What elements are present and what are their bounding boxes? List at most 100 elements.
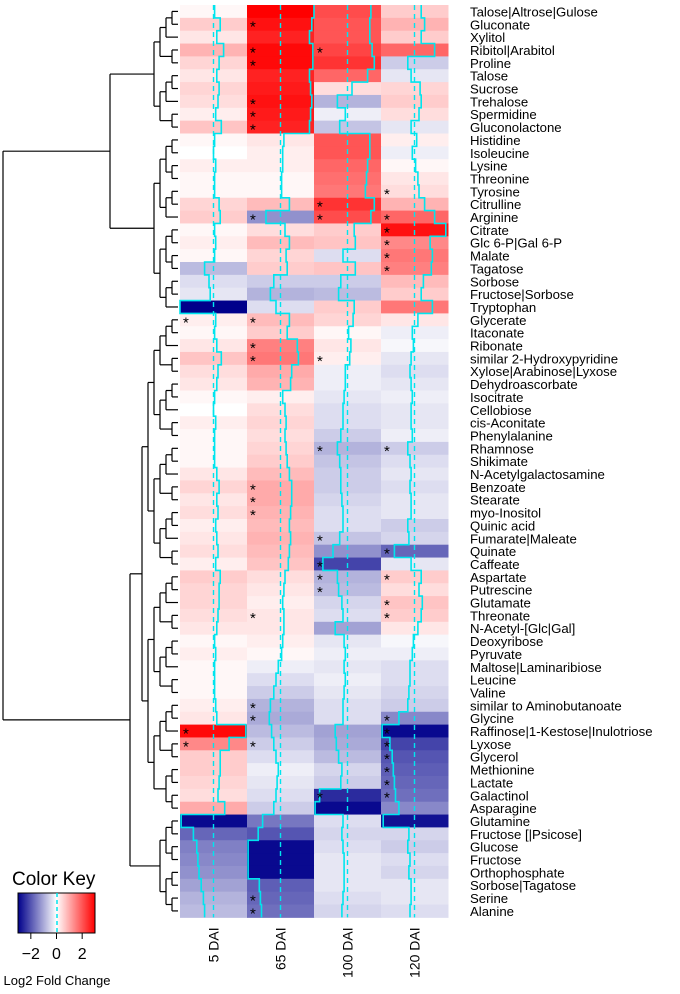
row-label: Glycine xyxy=(470,711,514,726)
heatmap-cell xyxy=(180,364,248,379)
row-label: Stearate xyxy=(470,493,520,508)
row-label: Gluconolactone xyxy=(470,120,562,135)
heatmap-cell xyxy=(314,364,382,379)
heatmap-cell xyxy=(247,814,315,828)
heatmap-cells xyxy=(180,5,449,918)
row-label: Deoxyribose xyxy=(470,634,543,649)
significance-star: * xyxy=(384,725,390,742)
heatmap-cell xyxy=(180,249,248,263)
row-label: Isoleucine xyxy=(470,146,529,161)
heatmap-cell xyxy=(180,274,248,289)
significance-star: * xyxy=(384,738,390,755)
heatmap-cell xyxy=(381,5,449,19)
heatmap-cell xyxy=(314,454,382,469)
heatmap-cell xyxy=(314,673,382,687)
significance-star: * xyxy=(250,96,256,113)
heatmap-cell xyxy=(247,454,315,469)
heatmap-cell xyxy=(381,878,449,893)
heatmap-cell xyxy=(381,69,449,83)
heatmap-cell xyxy=(247,300,315,314)
row-label: Raffinose|1-Kestose|Inulotriose xyxy=(470,724,653,739)
heatmap-cell xyxy=(381,493,449,507)
row-label: Lyxose xyxy=(470,737,511,752)
row-label: Trehalose xyxy=(470,94,528,109)
heatmap-cell xyxy=(180,853,248,867)
heatmap-cell xyxy=(314,429,382,443)
column-label: 5 DAI xyxy=(206,927,222,962)
significance-star: * xyxy=(384,263,390,280)
significance-star: * xyxy=(384,790,390,807)
heatmap-cell xyxy=(381,544,449,559)
heatmap-cell xyxy=(180,570,248,584)
row-label: Fumarate|Maleate xyxy=(470,531,577,546)
significance-star: * xyxy=(384,186,390,203)
significance-star: * xyxy=(384,250,390,267)
row-label: Asparagine xyxy=(470,801,537,816)
heatmap-cell xyxy=(180,120,248,134)
row-label: Maltose|Laminaribiose xyxy=(470,660,602,675)
heatmap-cell xyxy=(381,853,449,867)
heatmap-cell xyxy=(314,724,382,738)
row-label: Aspartate xyxy=(470,570,526,585)
heatmap-cell xyxy=(381,763,449,777)
significance-star: * xyxy=(250,109,256,126)
heatmap-cell xyxy=(180,660,248,674)
heatmap-cell xyxy=(314,30,382,45)
heatmap-cell xyxy=(381,608,449,623)
heatmap-cell xyxy=(247,493,315,507)
heatmap-cell xyxy=(247,274,315,289)
heatmap-cell xyxy=(381,570,449,584)
heatmap-cell xyxy=(314,814,382,828)
heatmap-cell xyxy=(314,519,382,533)
heatmap-cell xyxy=(180,878,248,893)
heatmap-cell xyxy=(247,69,315,83)
heatmap-cell xyxy=(314,544,382,559)
heatmap-cell xyxy=(247,5,315,19)
heatmap-cell xyxy=(180,339,248,353)
heatmap-cell xyxy=(381,583,449,597)
heatmap-cell xyxy=(247,724,315,738)
row-label: Proline xyxy=(470,56,511,71)
row-label: Benzoate xyxy=(470,480,526,495)
heatmap-cell xyxy=(314,5,382,19)
heatmap-cell xyxy=(180,608,248,623)
row-label: Tryptophan xyxy=(470,300,536,315)
column-label: 120 DAI xyxy=(407,927,423,978)
heatmap-cell xyxy=(381,94,449,109)
row-label: Xylitol xyxy=(470,30,505,45)
heatmap-cell xyxy=(314,583,382,597)
significance-star: * xyxy=(183,314,189,331)
significance-star: * xyxy=(384,237,390,254)
heatmap-cell xyxy=(381,159,449,173)
row-label: Glycerol xyxy=(470,750,518,765)
row-label: Histidine xyxy=(470,133,521,148)
color-key-title: Color Key xyxy=(12,869,96,890)
row-label: Caffeate xyxy=(470,557,520,572)
heatmap-cell xyxy=(314,493,382,507)
row-label: Gluconate xyxy=(470,17,530,32)
heatmap-cell xyxy=(180,788,248,803)
row-label: Malate xyxy=(470,249,510,264)
heatmap-cell xyxy=(381,519,449,533)
row-label: similar 2-Hydroxypyridine xyxy=(470,351,618,366)
color-key-tick-label: −2 xyxy=(22,946,40,963)
heatmap-cell xyxy=(381,698,449,713)
heatmap-cell xyxy=(180,159,248,173)
significance-star: * xyxy=(250,44,256,61)
heatmap-cell xyxy=(314,608,382,623)
row-label: Citrulline xyxy=(470,197,521,212)
row-label: Glutamate xyxy=(470,596,531,611)
row-label: Galactinol xyxy=(470,788,529,803)
heatmap-cell xyxy=(247,159,315,173)
row-label: Citrate xyxy=(470,223,509,238)
heatmap-cell xyxy=(180,210,248,224)
column-label: 100 DAI xyxy=(340,927,356,978)
significance-star: * xyxy=(384,443,390,460)
row-label: Xylose|Arabinose|Lyxose xyxy=(470,364,617,379)
heatmap-cell xyxy=(314,339,382,353)
significance-star: * xyxy=(317,533,323,550)
heatmap-cell xyxy=(314,274,382,289)
heatmap-cell xyxy=(247,210,315,224)
significance-star: * xyxy=(250,494,256,511)
heatmap-cell xyxy=(247,698,315,713)
